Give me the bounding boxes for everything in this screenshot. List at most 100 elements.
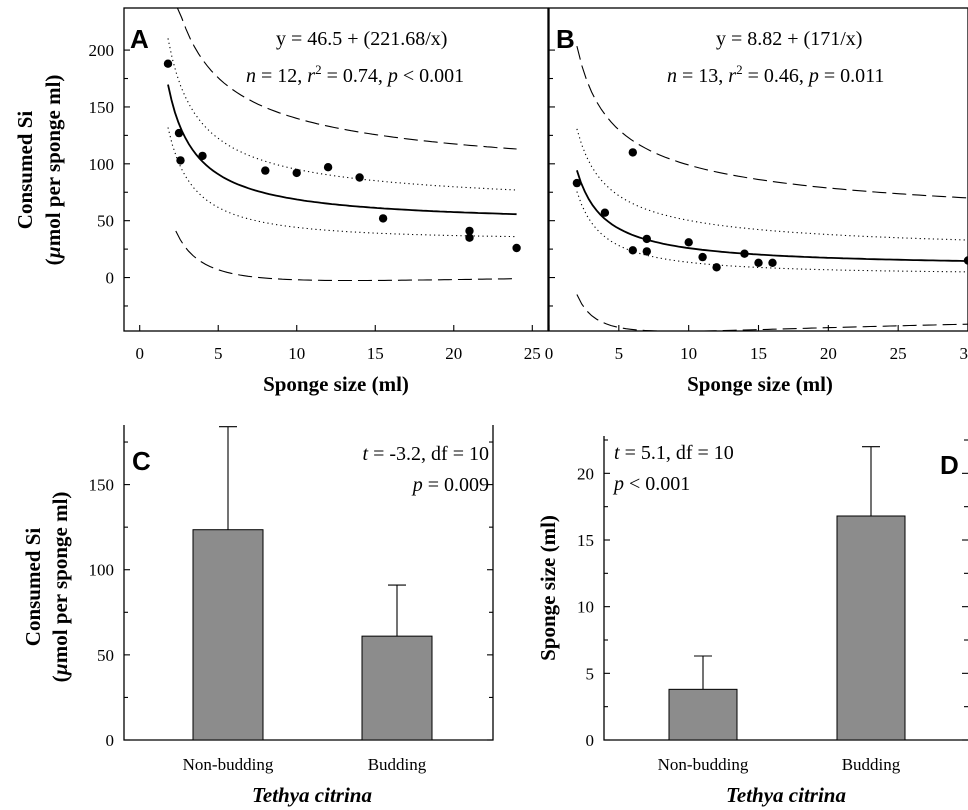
panel-d-xlabel: Tethya citrina — [726, 783, 846, 807]
panel-b-data-point — [643, 235, 651, 243]
panel-c-ytick-label: 100 — [89, 561, 115, 580]
panel-b-xtick-label: 20 — [820, 344, 837, 363]
panel-b-data-point — [698, 253, 706, 261]
panel-a: 0 5 10 15 20 25 0 50 100 150 200 A y = 46.5 + (221… — [13, 8, 548, 396]
panel-a-letter: A — [130, 24, 149, 54]
panel-b-points — [573, 148, 968, 271]
panel-b-data-point — [712, 263, 720, 271]
panel-b-data-point — [740, 250, 748, 258]
panel-a-xtick-label: 25 — [524, 344, 541, 363]
panel-a-ticks — [124, 50, 532, 331]
panel-d-ytick-label: 20 — [577, 464, 594, 483]
panel-a-data-point — [164, 60, 172, 68]
panel-a-xtick-label: 20 — [445, 344, 462, 363]
panel-c-ylabel-line1: Consumed Si — [21, 528, 45, 647]
panel-b-ci-upper — [577, 129, 968, 240]
panel-a-ytick-label: 150 — [89, 98, 115, 117]
panel-b-p: 0.011 — [840, 65, 884, 87]
panel-a-n: 12 — [277, 65, 297, 87]
panel-c-p-stat: p = 0.009 — [411, 474, 489, 496]
panel-b-n: 13 — [698, 65, 718, 87]
panel-c-t: -3.2 — [389, 443, 421, 465]
panel-b-xlabel: Sponge size (ml) — [687, 372, 833, 396]
panel-d: 0 5 10 15 20 Non-budding Budding D t = 5.1, df… — [536, 436, 968, 807]
panel-d-df: 10 — [714, 442, 734, 464]
panel-b-data-point — [964, 256, 968, 264]
panel-b-data-point — [629, 148, 637, 156]
panel-c-category-label: Budding — [368, 755, 427, 774]
panel-a-xtick-label: 10 — [288, 344, 305, 363]
panel-a-data-point — [198, 152, 206, 160]
panel-c-t-stat: t = -3.2, df = 10 — [363, 443, 489, 465]
panel-a-ytick-label: 200 — [89, 41, 115, 60]
panel-a-r2: 0.74 — [343, 65, 378, 87]
panel-d-ylabel: Sponge size (ml) — [536, 515, 560, 661]
panel-b-data-point — [754, 259, 762, 267]
panel-b-data-point — [768, 259, 776, 267]
panel-d-category-label: Non-budding — [658, 755, 749, 774]
panel-c-ylabel-line2: (µmol per sponge ml) — [48, 492, 72, 683]
panel-d-t: 5.1 — [641, 442, 666, 464]
panel-b-data-point — [643, 247, 651, 255]
panel-a-ylabel-line1: Consumed Si — [13, 111, 37, 230]
panel-a-xlabel: Sponge size (ml) — [263, 372, 409, 396]
panel-b-pi-lower — [577, 295, 968, 332]
panel-a-fit-line — [168, 85, 517, 215]
panel-a-ylabel-line2: (µmol per sponge ml) — [41, 75, 65, 266]
panel-a-data-point — [355, 173, 363, 181]
panel-a-stats: n = 12, r2 = 0.74, p < 0.001 — [246, 62, 464, 87]
panel-c-bar — [193, 530, 263, 740]
panel-b-xtick-label: 5 — [615, 344, 624, 363]
panel-d-t-stat: t = 5.1, df = 10 — [614, 442, 734, 464]
panel-c-bar — [362, 636, 432, 740]
panel-d-bars — [669, 447, 905, 740]
panel-c-xlabel: Tethya citrina — [252, 783, 372, 807]
panel-b-curves — [577, 46, 968, 331]
panel-a-xtick-label: 0 — [135, 344, 144, 363]
panel-b-r2: 0.46 — [764, 65, 799, 87]
panel-d-letter: D — [940, 450, 959, 480]
panel-b-xtick-label: 15 — [750, 344, 767, 363]
panel-b-tick-labels: 0 5 10 15 20 25 30 — [545, 344, 968, 363]
panel-b-equation: y = 8.82 + (171/x) — [716, 28, 862, 50]
panel-b-xtick-label: 25 — [890, 344, 907, 363]
panel-a-p: 0.001 — [419, 65, 464, 87]
panel-a-points — [164, 60, 521, 253]
panel-b-xtick-label: 10 — [680, 344, 697, 363]
panel-a-data-point — [176, 156, 184, 164]
panel-b-xtick-label: 30 — [960, 344, 968, 363]
panel-d-ytick-label: 10 — [577, 598, 594, 617]
panel-a-data-point — [175, 129, 183, 137]
panel-c-letter: C — [132, 446, 151, 476]
panel-d-p-stat: p < 0.001 — [612, 473, 690, 495]
panel-c-ytick-label: 0 — [106, 731, 115, 750]
panel-b-data-point — [685, 238, 693, 246]
panel-c-category-label: Non-budding — [183, 755, 274, 774]
panel-c-df: 10 — [469, 443, 489, 465]
panel-b-ticks — [549, 50, 968, 331]
panel-a-frame — [124, 8, 548, 331]
panel-a-ci-upper — [168, 38, 517, 190]
panel-a-ci-lower — [168, 128, 517, 237]
panel-a-data-point — [324, 163, 332, 171]
panel-d-ytick-label: 5 — [586, 664, 595, 683]
panel-a-xtick-label: 15 — [367, 344, 384, 363]
panel-c-ytick-label: 50 — [97, 646, 114, 665]
panel-d-bar — [837, 516, 905, 740]
panel-d-ytick-label: 0 — [586, 731, 595, 750]
panel-a-equation: y = 46.5 + (221.68/x) — [276, 28, 447, 50]
panel-b-p-op: = — [824, 65, 835, 87]
panel-b-xtick-label: 0 — [545, 344, 554, 363]
panel-a-ytick-label: 100 — [89, 155, 115, 174]
panel-d-category-label: Budding — [842, 755, 901, 774]
panel-b-letter: B — [556, 24, 575, 54]
panel-a-data-point — [512, 244, 520, 252]
panel-c-p-op: = — [428, 474, 439, 496]
panel-c-axes — [124, 425, 493, 740]
panel-d-ytick-label: 15 — [577, 531, 594, 550]
panel-b-data-point — [573, 179, 581, 187]
panel-a-ytick-label: 50 — [97, 212, 114, 231]
panel-b-data-point — [601, 209, 609, 217]
panel-a-data-point — [261, 166, 269, 174]
panel-b-data-point — [629, 246, 637, 254]
